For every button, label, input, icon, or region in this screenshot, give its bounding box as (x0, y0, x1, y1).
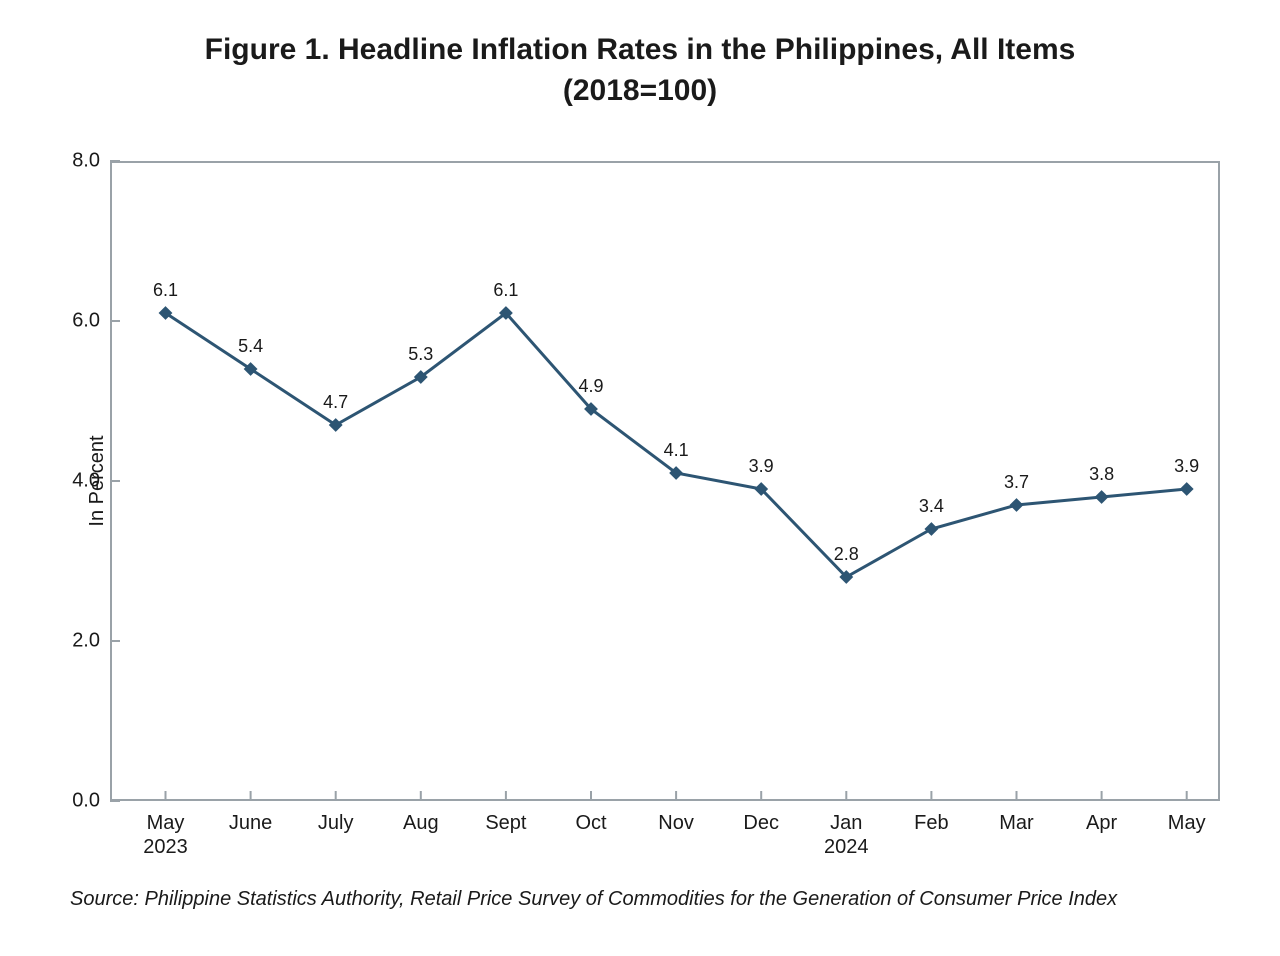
data-point-label: 2.8 (834, 544, 859, 565)
x-tick-label: Sept (485, 811, 526, 835)
source-text: Philippine Statistics Authority, Retail … (145, 888, 1118, 910)
data-point-label: 3.7 (1004, 472, 1029, 493)
chart-title-line1: Figure 1. Headline Inflation Rates in th… (40, 30, 1240, 71)
data-point-label: 3.8 (1089, 464, 1114, 485)
data-point-label: 4.1 (664, 440, 689, 461)
data-point-label: 4.9 (578, 376, 603, 397)
x-tick-label: May (1168, 811, 1206, 835)
x-tick-label: Apr (1086, 811, 1117, 835)
figure-page: Figure 1. Headline Inflation Rates in th… (0, 0, 1280, 956)
y-tick-label: 4.0 (72, 470, 100, 493)
y-tick-label: 8.0 (72, 150, 100, 173)
x-tick-label: Mar (999, 811, 1033, 835)
data-point-label: 6.1 (153, 280, 178, 301)
x-tick-label: Aug (403, 811, 439, 835)
data-point-label: 3.9 (1174, 456, 1199, 477)
x-tick-label: Nov (658, 811, 694, 835)
x-tick-label: May2023 (143, 811, 188, 859)
x-tick-label: Oct (575, 811, 606, 835)
source-label: Source: (70, 888, 139, 910)
data-point-label: 3.9 (749, 456, 774, 477)
data-point-label: 4.7 (323, 392, 348, 413)
x-tick-label: Dec (743, 811, 779, 835)
x-tick-label: June (229, 811, 272, 835)
line-chart-svg (110, 161, 1220, 801)
data-point-label: 6.1 (493, 280, 518, 301)
x-tick-label: Feb (914, 811, 948, 835)
chart-title-line2: (2018=100) (40, 71, 1240, 112)
data-point-label: 5.3 (408, 344, 433, 365)
chart-area: In Percent 0.02.04.06.08.0May2023JuneJul… (110, 161, 1220, 801)
data-point-label: 5.4 (238, 336, 263, 357)
y-tick-label: 2.0 (72, 630, 100, 653)
y-tick-label: 6.0 (72, 310, 100, 333)
y-tick-label: 0.0 (72, 790, 100, 813)
data-point-label: 3.4 (919, 496, 944, 517)
x-tick-label: July (318, 811, 354, 835)
source-note: Source: Philippine Statistics Authority,… (70, 886, 1220, 913)
x-tick-label: Jan2024 (824, 811, 869, 859)
chart-title: Figure 1. Headline Inflation Rates in th… (40, 30, 1240, 111)
